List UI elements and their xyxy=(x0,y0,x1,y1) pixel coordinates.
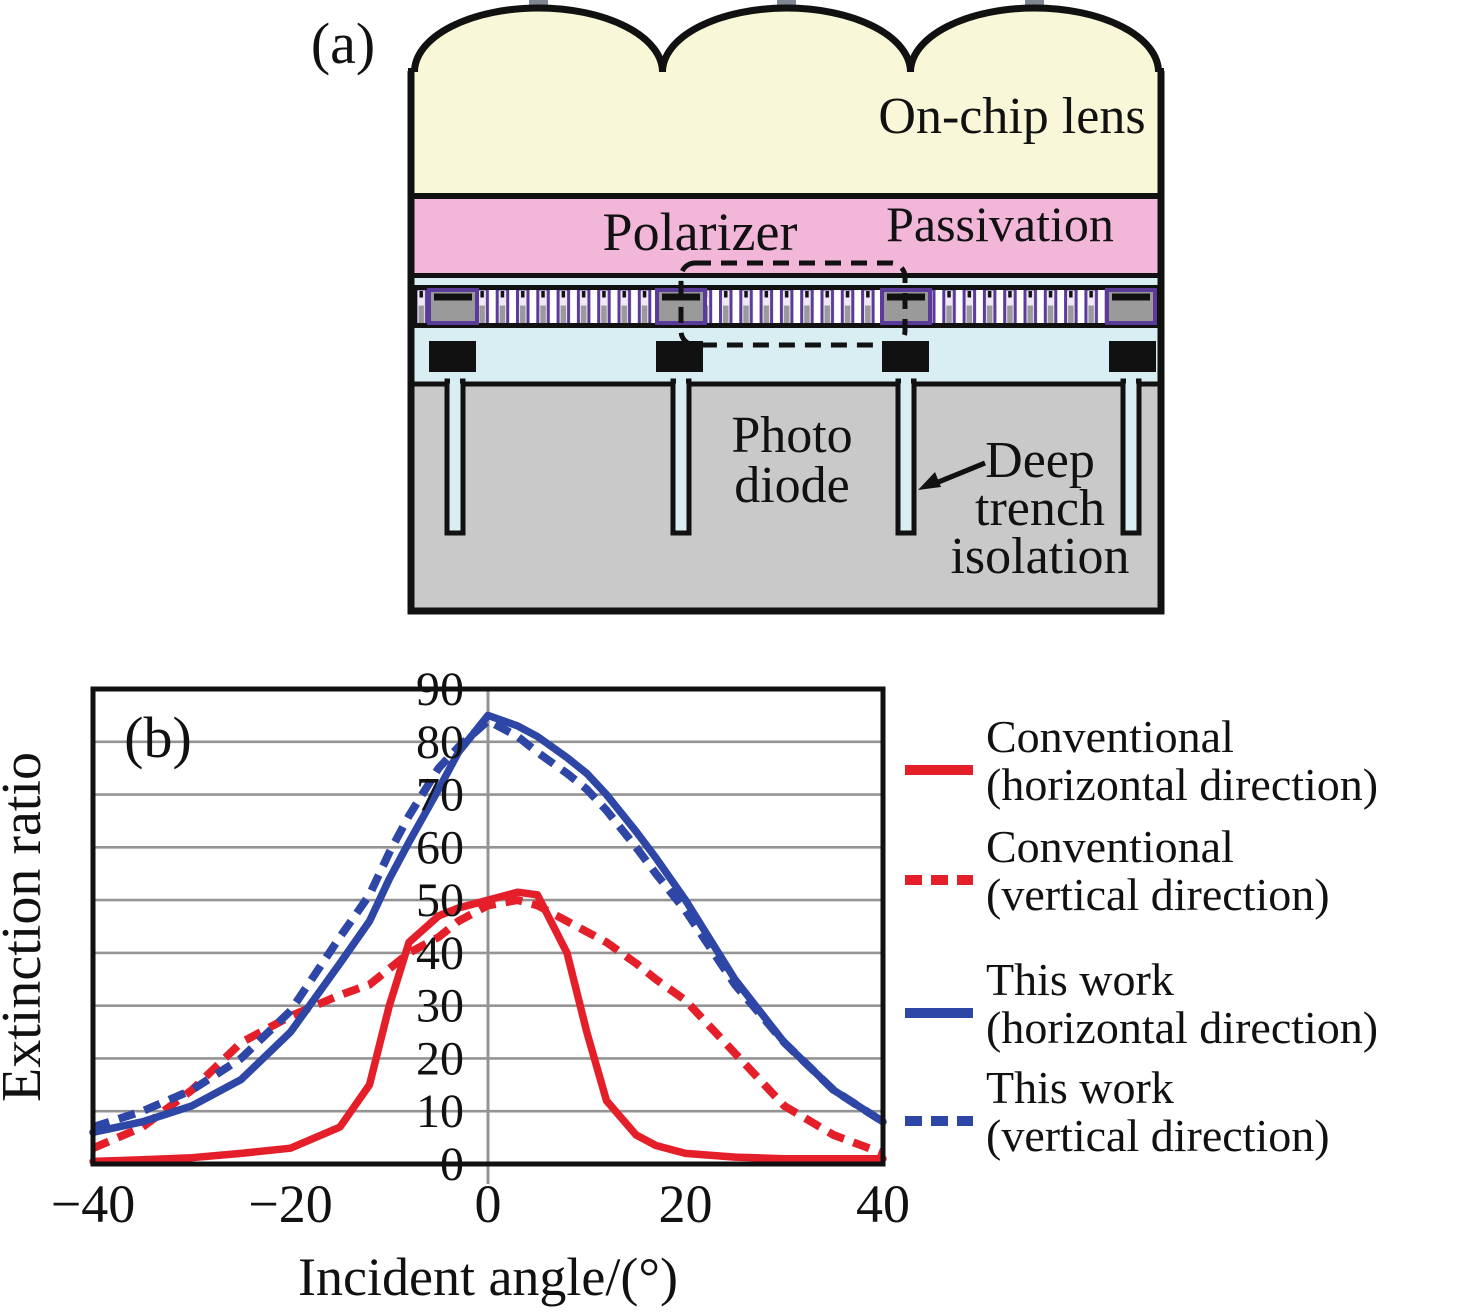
legend-label: (horizontal direction) xyxy=(986,1002,1378,1053)
series-line-0 xyxy=(89,888,887,1166)
legend-label: This work xyxy=(986,954,1174,1005)
legend-label: Conventional xyxy=(986,711,1234,762)
lens-layer xyxy=(414,71,1158,195)
x-tick-label: 40 xyxy=(856,1174,910,1234)
y-tick-label: 40 xyxy=(416,927,464,980)
y-tick-label: 0 xyxy=(440,1138,464,1191)
y-axis-title: Extinction ratio xyxy=(0,752,53,1102)
microlens-dome xyxy=(659,4,914,73)
legend-label: (vertical direction) xyxy=(986,1110,1330,1161)
grating-block-bar xyxy=(1112,293,1150,301)
metal-contacts xyxy=(429,341,1156,372)
sensor-cross-section-diagram: (a) xyxy=(311,0,1165,615)
dti-trench-opening xyxy=(1126,377,1136,386)
y-tick-label: 70 xyxy=(416,769,464,822)
legend-item-conventional-horizontal: Conventional (horizontal direction) xyxy=(905,711,1378,810)
y-tick-label: 20 xyxy=(416,1032,464,1085)
x-tick-label: −20 xyxy=(248,1174,332,1234)
grid-layer xyxy=(93,689,883,1184)
panel-a-label: (a) xyxy=(311,11,375,76)
legend-label: (horizontal direction) xyxy=(986,759,1378,810)
series-layer xyxy=(89,711,887,1166)
dti-label-line1: Deep xyxy=(985,432,1095,489)
y-tick-label: 50 xyxy=(416,874,464,927)
sensor-outline xyxy=(407,71,1165,615)
series-line-3 xyxy=(91,716,886,1131)
y-tick-label: 60 xyxy=(416,821,464,874)
legend-label: This work xyxy=(986,1062,1174,1113)
dti-trench xyxy=(1120,378,1142,536)
x-axis-title: Incident angle/(°) xyxy=(298,1247,678,1307)
polarizer-pixel-callout xyxy=(678,260,908,348)
dti-arrow xyxy=(935,460,986,486)
chart-legend: Conventional (horizontal direction) Conv… xyxy=(905,711,1378,1161)
dti-trench-opening xyxy=(450,377,460,386)
legend-item-conventional-vertical: Conventional (vertical direction) xyxy=(905,821,1330,920)
series-line-2 xyxy=(89,711,887,1137)
photo-diode-label-line1: Photo xyxy=(731,407,852,464)
y-tick-label: 90 xyxy=(416,663,464,716)
dti-arrowhead-icon xyxy=(918,472,941,490)
legend-label: Conventional xyxy=(986,821,1234,872)
metal-contact xyxy=(429,341,476,372)
metal-contact xyxy=(1109,341,1156,372)
legend-item-thiswork-vertical: This work (vertical direction) xyxy=(905,1062,1330,1161)
plot-frame xyxy=(90,686,886,1167)
x-tick-label: −40 xyxy=(51,1174,135,1234)
polarizer-grating-band xyxy=(412,285,1160,328)
y-tick-label: 80 xyxy=(416,716,464,769)
legend-label: (vertical direction) xyxy=(986,869,1330,920)
dti-label-line2: trench xyxy=(975,480,1105,537)
dti-trench xyxy=(670,378,692,536)
dti-trench xyxy=(895,378,917,536)
photo-diode-label-line2: diode xyxy=(734,457,850,514)
x-tick-label: 0 xyxy=(475,1174,502,1234)
microlens-dome xyxy=(411,4,666,73)
grating-block-bar xyxy=(662,293,700,301)
passivation-label: Passivation xyxy=(886,196,1114,252)
metal-contact xyxy=(656,341,703,372)
dti-trench xyxy=(444,378,466,536)
grating-block-bar xyxy=(434,293,472,301)
y-tick-label: 10 xyxy=(416,1085,464,1138)
on-chip-lens-label: On-chip lens xyxy=(878,88,1145,145)
legend-item-thiswork-horizontal: This work (horizontal direction) xyxy=(905,954,1378,1053)
polarizer-label: Polarizer xyxy=(603,202,798,262)
y-tick-label: 30 xyxy=(416,980,464,1033)
dti-trench-opening xyxy=(901,377,911,386)
deep-trench-isolation-bars xyxy=(444,377,1142,536)
dti-trench-opening xyxy=(676,377,686,386)
x-tick-label: 20 xyxy=(659,1174,713,1234)
panel-b-label: (b) xyxy=(124,705,192,770)
microlens-dome xyxy=(907,4,1162,73)
dti-label-line3: isolation xyxy=(950,528,1129,585)
